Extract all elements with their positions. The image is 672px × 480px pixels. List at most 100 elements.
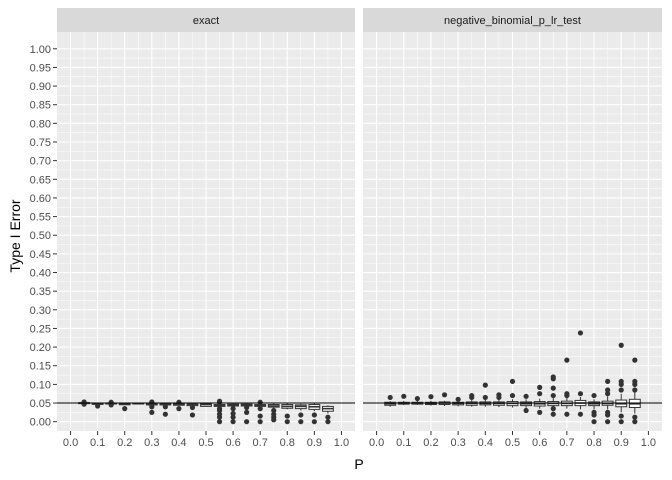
- y-tick-label: 0.30: [30, 305, 51, 317]
- outlier-point: [162, 411, 168, 417]
- x-tick-label: 0.4: [478, 437, 493, 449]
- outlier-point: [577, 391, 584, 397]
- x-axis-title: P: [354, 456, 363, 472]
- outlier-point: [564, 357, 570, 363]
- outlier-point: [149, 399, 155, 405]
- box: [533, 384, 546, 415]
- outlier-point: [632, 419, 638, 425]
- box: [384, 394, 397, 407]
- outlier-point: [325, 419, 331, 425]
- y-tick-label: 0.65: [30, 174, 51, 186]
- x-tick-label: 0.3: [144, 437, 159, 449]
- outlier-point: [311, 412, 317, 418]
- outlier-point: [414, 395, 420, 402]
- outlier-point: [271, 407, 277, 414]
- outlier-point: [509, 392, 516, 399]
- x-tick-label: 0.8: [586, 437, 601, 449]
- x-tick-label: 0.9: [614, 437, 629, 449]
- outlier-point: [550, 392, 556, 399]
- x-tick-label: 0.5: [198, 437, 213, 449]
- y-tick-label: 0.80: [30, 118, 51, 130]
- outlier-point: [441, 392, 448, 398]
- outlier-point: [244, 409, 250, 415]
- outlier-point: [605, 391, 611, 397]
- outlier-point: [271, 411, 277, 417]
- outlier-point: [632, 414, 638, 420]
- box: [267, 403, 280, 423]
- y-tick-label: 0.70: [30, 156, 51, 168]
- outlier-point: [230, 406, 236, 412]
- box: [227, 403, 240, 425]
- outlier-point: [216, 406, 223, 412]
- outlier-point: [605, 409, 611, 415]
- outlier-point: [605, 378, 611, 385]
- facet-strip: [363, 8, 662, 32]
- outlier-point: [564, 411, 570, 417]
- outlier-point: [257, 419, 263, 425]
- x-tick-label: 0.5: [505, 437, 520, 449]
- outlier-point: [176, 399, 182, 405]
- outlier-point: [189, 412, 196, 418]
- outlier-point: [482, 394, 488, 401]
- outlier-point: [591, 392, 597, 399]
- y-tick-label: 0.55: [30, 212, 51, 224]
- outlier-point: [284, 419, 290, 425]
- x-tick-label: 0.6: [532, 437, 547, 449]
- outlier-point: [298, 419, 304, 425]
- facet-panel: negative_binomial_p_lr_test 0.0 0.1 0.2 0.3 0…: [363, 8, 662, 449]
- box: [213, 398, 226, 425]
- outlier-point: [523, 393, 529, 399]
- y-tick-label: 0.35: [30, 286, 51, 298]
- outlier-point: [176, 406, 182, 412]
- outlier-point: [537, 409, 543, 415]
- facet-panel: exact 0.0 0.1 0.2 0.3 0.4 0.5 0.6 0.7 0.8 0.9 1.0: [57, 8, 355, 449]
- x-tick-label: 0.0: [63, 437, 78, 449]
- outlier-point: [577, 411, 584, 417]
- x-tick-label: 0.1: [90, 437, 105, 449]
- box: [308, 403, 321, 425]
- outlier-point: [591, 419, 597, 425]
- outlier-point: [564, 391, 570, 397]
- box: [520, 393, 533, 414]
- outlier-point: [284, 413, 290, 419]
- y-axis: 0.00 0.05 0.10 0.15 0.20 0.25 0.30 0.35 0.40 0.45…: [30, 44, 57, 429]
- box: [321, 405, 334, 425]
- y-tick-label: 0.85: [30, 100, 51, 112]
- y-tick-label: 0.50: [30, 230, 51, 242]
- outlier-point: [81, 401, 87, 407]
- y-tick-label: 1.00: [30, 44, 51, 56]
- box: [118, 403, 131, 412]
- outlier-point: [632, 378, 638, 385]
- outlier-point: [591, 409, 597, 415]
- x-tick-label: 0.9: [307, 437, 322, 449]
- x-tick-label: 0.1: [396, 437, 411, 449]
- outlier-point: [230, 410, 236, 417]
- outlier-point: [482, 382, 488, 388]
- outlier-point: [401, 393, 407, 399]
- x-tick-label: 0.2: [423, 437, 438, 449]
- outlier-point: [216, 419, 223, 425]
- outlier-point: [523, 407, 529, 414]
- outlier-point: [216, 398, 223, 404]
- outlier-point: [257, 399, 263, 405]
- outlier-point: [257, 406, 263, 412]
- y-tick-label: 0.90: [30, 81, 51, 93]
- outlier-point: [244, 404, 250, 411]
- outlier-point: [230, 419, 236, 425]
- y-axis-title: Type I Error: [7, 199, 23, 272]
- outlier-point: [618, 342, 624, 348]
- outlier-point: [469, 392, 475, 399]
- outlier-point: [122, 406, 128, 412]
- y-tick-label: 0.25: [30, 323, 51, 335]
- outlier-point: [311, 419, 317, 425]
- x-tick-label: 0.6: [225, 437, 240, 449]
- outlier-point: [455, 396, 461, 402]
- outlier-point: [605, 419, 611, 425]
- y-tick-label: 0.20: [30, 342, 51, 354]
- box: [172, 399, 185, 412]
- outlier-point: [298, 412, 304, 418]
- outlier-point: [632, 357, 638, 363]
- y-tick-label: 0.40: [30, 268, 51, 280]
